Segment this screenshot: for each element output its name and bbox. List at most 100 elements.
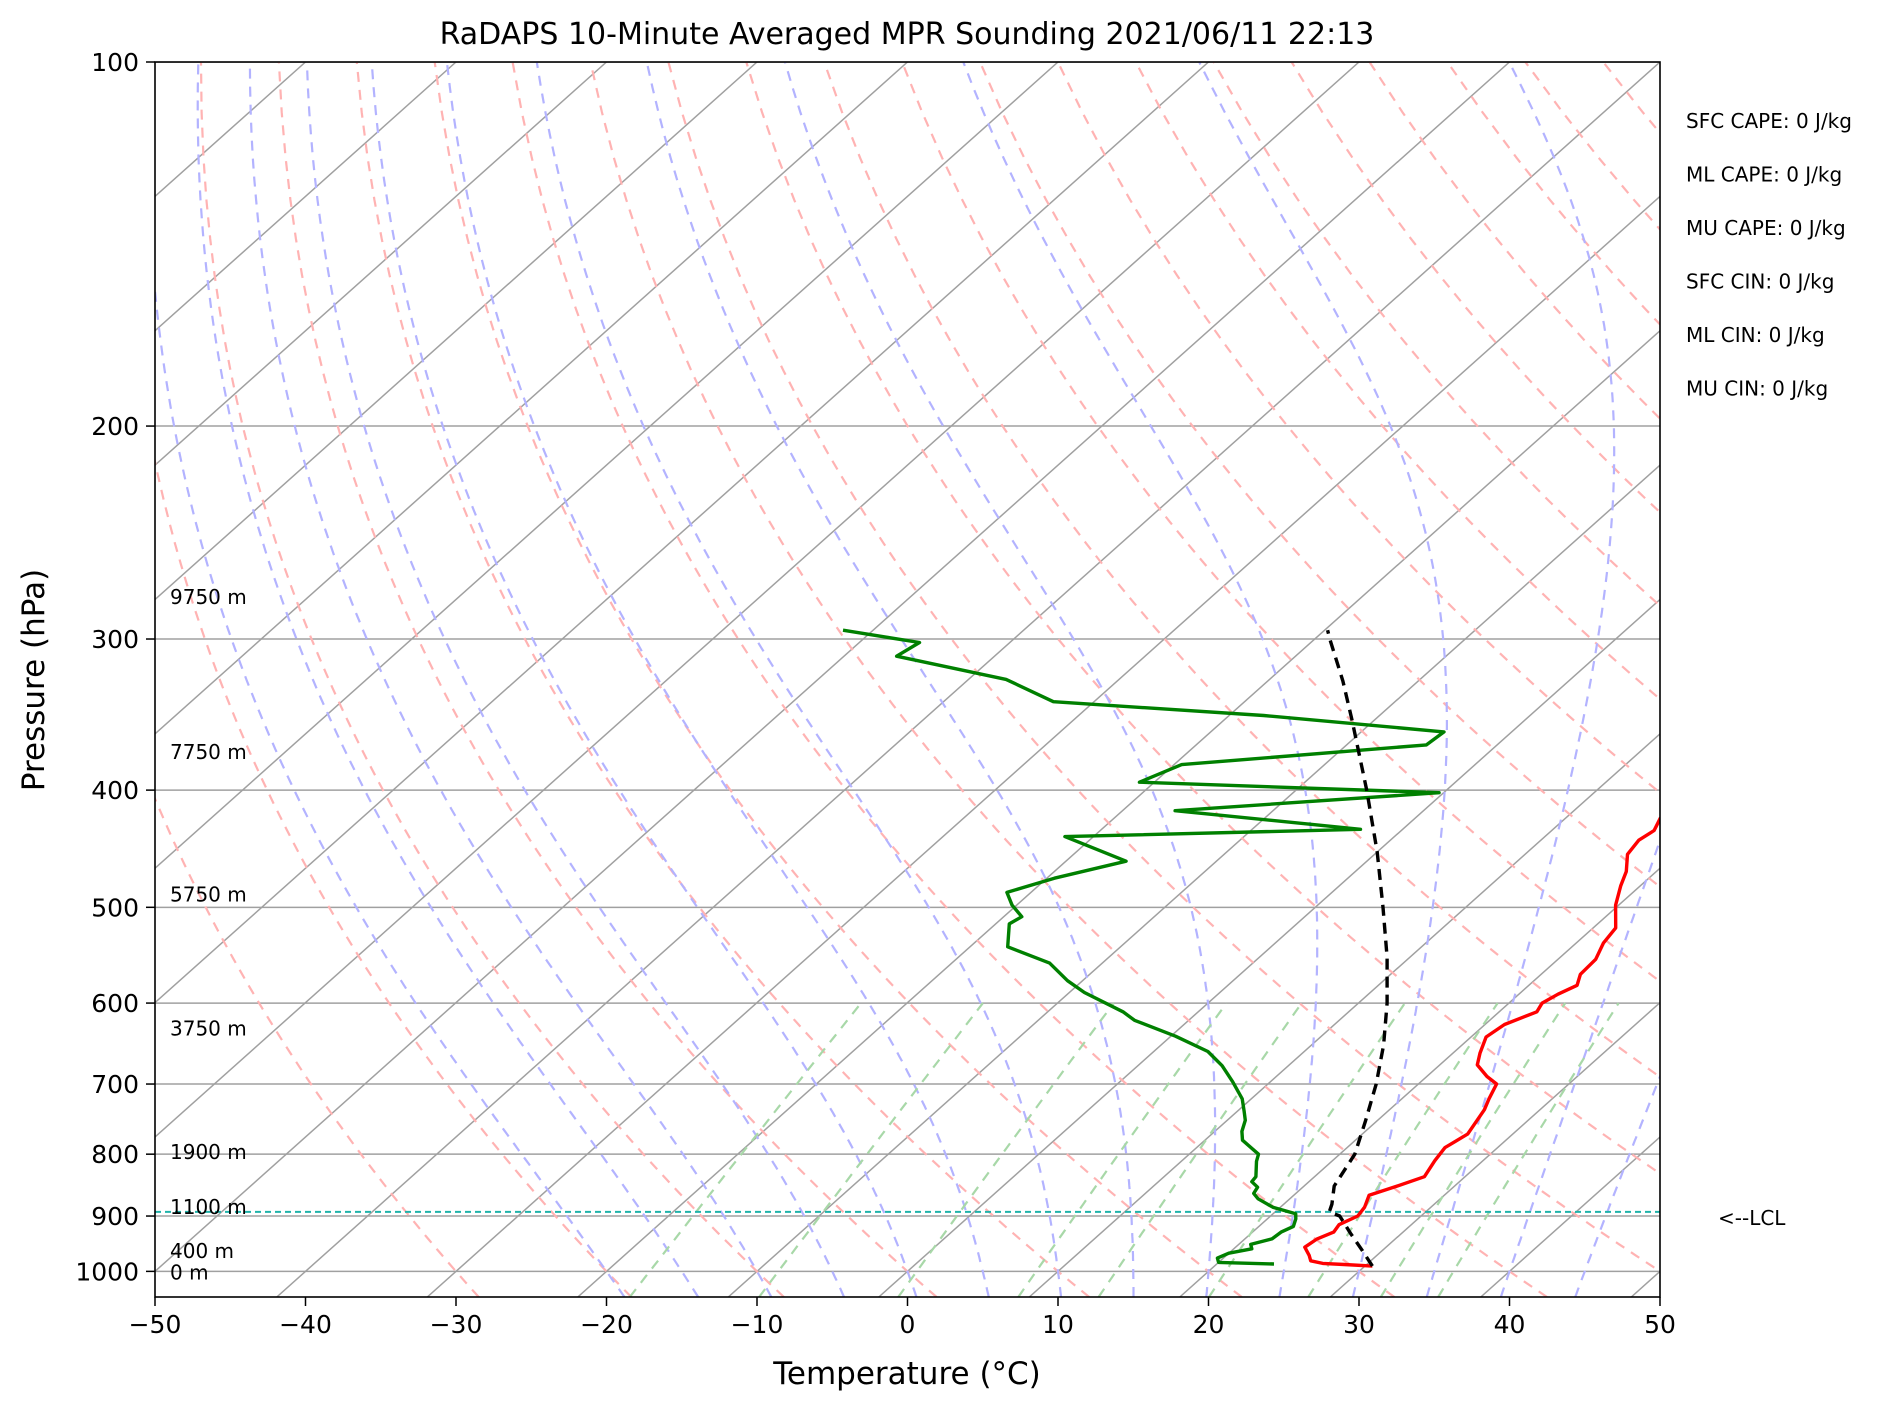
x-tick-label: −30	[430, 1310, 483, 1339]
y-tick-label: 700	[91, 1070, 139, 1099]
axes: −50 −40 −30 −20 −10 0 10 20 30 40 50 100 200 300 400 50…	[75, 48, 1676, 1339]
x-tick-label: −50	[129, 1310, 182, 1339]
x-tick-label: 0	[900, 1310, 916, 1339]
y-tick-label: 400	[91, 776, 139, 805]
height-label: 400 m	[170, 1239, 234, 1263]
x-tick-label: 50	[1644, 1310, 1676, 1339]
dry-adiabat-line	[1292, 62, 1882, 1297]
y-tick-label: 200	[91, 412, 139, 441]
isotherm-line	[578, 62, 1882, 1297]
x-tick-label: −20	[580, 1310, 633, 1339]
isotherm-line	[1481, 62, 1882, 1297]
stability-index-text: SFC CIN: 0 J/kg	[1686, 270, 1834, 294]
isotherm-line	[1330, 62, 1882, 1297]
height-label: 5750 m	[170, 883, 247, 907]
moist-adiabat-line	[372, 62, 917, 1297]
dry-adiabat-line	[1058, 62, 1882, 1297]
dry-adiabat-line	[668, 62, 1699, 1297]
x-tick-label: 30	[1343, 1310, 1375, 1339]
moist-adiabat-line	[647, 62, 1134, 1297]
isotherm-line	[1180, 62, 1882, 1297]
moist-adiabat-line	[447, 62, 989, 1297]
stability-index-text: ML CAPE: 0 J/kg	[1686, 163, 1842, 187]
chart-title: RaDAPS 10-Minute Averaged MPR Sounding 2…	[440, 17, 1375, 52]
stability-index-text: MU CAPE: 0 J/kg	[1686, 216, 1846, 240]
moist-adiabat-line	[307, 62, 844, 1297]
y-tick-label: 300	[91, 625, 139, 654]
dry-adiabat-line	[1370, 62, 1882, 1297]
y-tick-label: 500	[91, 893, 139, 922]
isotherm-line	[126, 62, 1509, 1297]
moist-adiabat-line	[1427, 62, 1615, 1297]
mixing-ratio-line	[630, 1003, 861, 1297]
dry-adiabat-line	[902, 62, 1882, 1297]
moist-adiabat-line	[1575, 62, 1882, 1297]
dry-adiabat-line	[1837, 62, 1882, 1297]
height-label: 9750 m	[170, 585, 247, 609]
moist-adiabat-line	[250, 62, 771, 1297]
dry-adiabat-line	[824, 62, 1882, 1297]
mixing-ratio-line	[1438, 1003, 1618, 1297]
height-label: 0 m	[170, 1260, 209, 1284]
stability-index-text: ML CIN: 0 J/kg	[1686, 323, 1825, 347]
lcl-label: <--LCL	[1718, 1206, 1786, 1230]
dry-adiabat-line	[1525, 62, 1882, 1297]
stability-indices: SFC CAPE: 0 J/kg ML CAPE: 0 J/kg MU CAPE: …	[1686, 109, 1852, 401]
x-tick-label: 20	[1193, 1310, 1225, 1339]
dry-adiabat-line	[39, 62, 479, 1297]
dry-adiabat-line	[1603, 62, 1882, 1297]
stability-index-text: MU CIN: 0 J/kg	[1686, 377, 1828, 401]
height-label: 1900 m	[170, 1140, 247, 1164]
x-axis-label: Temperature (°C)	[772, 1356, 1041, 1392]
dry-adiabat-line	[201, 62, 784, 1297]
isotherm-line	[879, 62, 1882, 1297]
dry-adiabat-line	[1759, 62, 1882, 1297]
dry-adiabat-line	[513, 62, 1395, 1297]
dry-adiabat-line	[1447, 62, 1882, 1297]
y-tick-label: 800	[91, 1140, 139, 1169]
x-tick-label: −10	[731, 1310, 784, 1339]
height-label: 7750 m	[170, 740, 247, 764]
isotherm-line	[1029, 62, 1882, 1297]
isotherm-line	[0, 62, 5, 1297]
dry-adiabat-line	[591, 62, 1548, 1297]
dry-adiabat-line	[980, 62, 1882, 1297]
isotherm-line	[0, 62, 607, 1297]
y-tick-label: 900	[91, 1202, 139, 1231]
dry-adiabat-line	[1136, 62, 1882, 1297]
isotherm-line	[427, 62, 1810, 1297]
height-label: 1100 m	[170, 1195, 247, 1219]
moist-adiabat-line	[198, 62, 699, 1297]
x-tick-label: 10	[1042, 1310, 1074, 1339]
moist-adiabat-line	[963, 62, 1317, 1297]
isotherm-line	[1631, 62, 1882, 1297]
y-tick-label: 1000	[75, 1257, 139, 1286]
isotherm-line	[728, 62, 1882, 1297]
y-axis-label: Pressure (hPa)	[16, 569, 52, 791]
stability-index-text: SFC CAPE: 0 J/kg	[1686, 109, 1852, 133]
isotherm-line	[0, 62, 1058, 1297]
dry-adiabat-line	[1681, 62, 1882, 1297]
x-tick-label: 40	[1494, 1310, 1526, 1339]
dewpoint-profile-line	[843, 630, 1444, 1264]
isotherm-line	[277, 62, 1660, 1297]
dry-adiabat-line	[279, 62, 937, 1297]
isotherm-line	[0, 62, 456, 1297]
height-label: 3750 m	[170, 1017, 247, 1041]
dry-adiabat-line	[1214, 62, 1882, 1297]
mixing-ratio-line	[898, 1003, 1114, 1297]
moist-adiabat-line	[537, 62, 1061, 1297]
y-tick-label: 100	[91, 48, 139, 77]
y-tick-label: 600	[91, 989, 139, 1018]
plot-frame	[155, 62, 1660, 1297]
isotherm-line	[0, 62, 908, 1297]
profile-lines	[155, 630, 1827, 1266]
height-labels: 9750 m 7750 m 5750 m 3750 m 1900 m 1100 m 400 …	[170, 585, 247, 1284]
x-tick-label: −40	[279, 1310, 332, 1339]
isotherm-line	[0, 62, 757, 1297]
dry-adiabat-line	[357, 62, 1089, 1297]
background-lines	[0, 62, 1882, 1297]
isotherm-line	[0, 62, 1209, 1297]
